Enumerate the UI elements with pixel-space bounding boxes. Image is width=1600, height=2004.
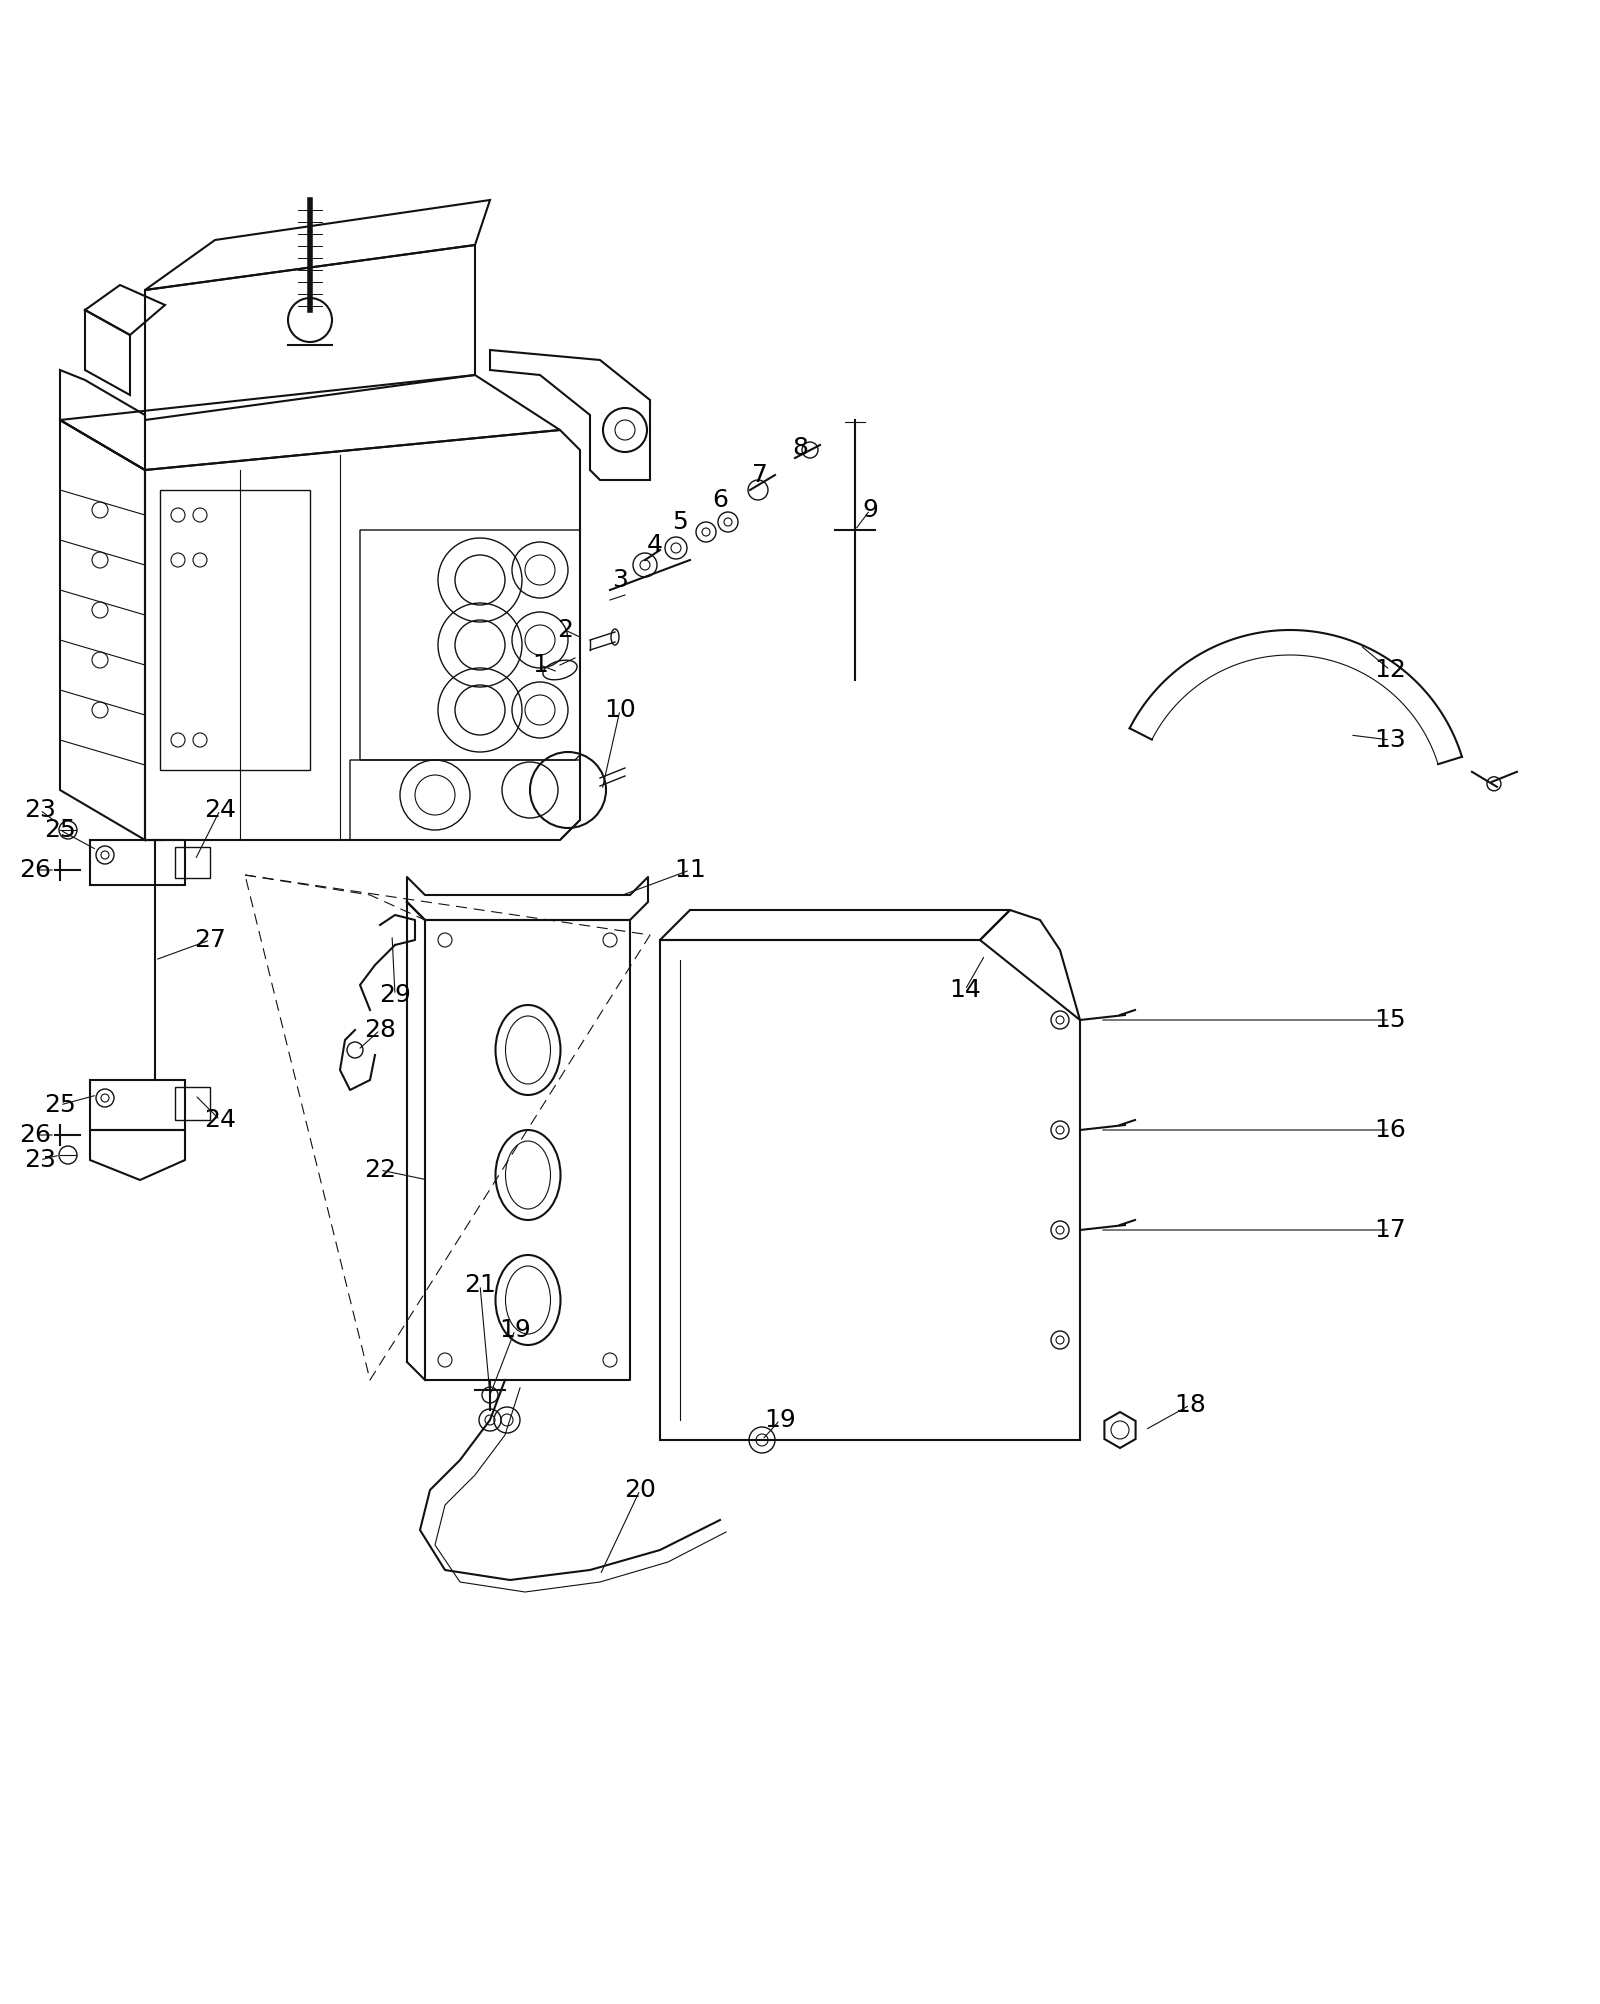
Text: 6: 6 [712, 489, 728, 511]
Text: 11: 11 [674, 858, 706, 882]
Text: 25: 25 [45, 818, 75, 842]
Text: 7: 7 [752, 463, 768, 487]
Text: 3: 3 [613, 567, 627, 591]
Text: 15: 15 [1374, 1008, 1406, 1032]
Text: 24: 24 [205, 798, 237, 822]
Text: 16: 16 [1374, 1118, 1406, 1142]
Text: 24: 24 [205, 1108, 237, 1132]
Text: 23: 23 [24, 1148, 56, 1172]
Text: 25: 25 [45, 1092, 75, 1116]
Text: 17: 17 [1374, 1218, 1406, 1242]
Text: 14: 14 [949, 978, 981, 1002]
Text: 19: 19 [499, 1319, 531, 1343]
Text: 27: 27 [194, 928, 226, 952]
Text: 9: 9 [862, 499, 878, 521]
Text: 8: 8 [792, 437, 808, 461]
Text: 5: 5 [672, 509, 688, 533]
Text: 18: 18 [1174, 1393, 1206, 1417]
Text: 29: 29 [379, 984, 411, 1006]
Text: 28: 28 [365, 1018, 397, 1042]
Text: 21: 21 [464, 1273, 496, 1297]
Text: 10: 10 [605, 697, 635, 721]
Text: 13: 13 [1374, 727, 1406, 752]
Text: 26: 26 [19, 858, 51, 882]
Text: 12: 12 [1374, 657, 1406, 681]
Text: 23: 23 [24, 798, 56, 822]
Text: 2: 2 [557, 617, 573, 641]
Text: 4: 4 [646, 533, 662, 557]
Text: 19: 19 [765, 1409, 795, 1433]
Text: 22: 22 [365, 1158, 397, 1182]
Text: 26: 26 [19, 1122, 51, 1146]
Text: 1: 1 [533, 653, 547, 677]
Text: 20: 20 [624, 1479, 656, 1503]
